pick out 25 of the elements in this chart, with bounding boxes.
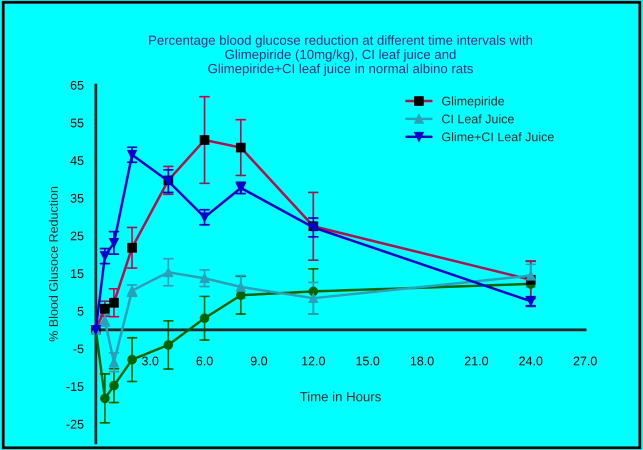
y-tick-label: -15	[66, 382, 84, 391]
y-tick-label: -5	[73, 344, 84, 354]
y-tick-label: -25	[66, 420, 84, 429]
y-tick-label: 35	[70, 194, 84, 203]
chart-title: Percentage blood glucose reduction at different time intervals with Glimepiride (10mg/kg), CI leaf juice and Glimepiride+CI leaf juice in normal albino rats	[149, 35, 532, 76]
legend-label: Glime+CI Leaf Juice	[442, 132, 554, 142]
y-tick-label: 15	[71, 269, 84, 278]
x-tick-label: 27.0	[574, 356, 597, 366]
legend-label: Glimepiride	[442, 96, 504, 108]
x-tick-label: 12.0	[302, 356, 325, 366]
legend-label: CI Leaf Juice	[442, 114, 514, 124]
y-tick-label: 25	[70, 231, 84, 240]
y-axis-title: % Blood Glusoce Reduction	[48, 186, 58, 342]
x-tick-label: 18.0	[410, 356, 434, 366]
x-tick-label: 21.0	[464, 356, 488, 366]
y-tick-label: 65	[70, 80, 84, 90]
x-axis-title: Time in Hours	[300, 392, 381, 402]
y-tick-label: 45	[70, 156, 84, 166]
x-tick-label: 6.0	[196, 356, 213, 366]
x-tick-label: 24.0	[519, 356, 542, 366]
y-tick-label: 55	[70, 118, 84, 128]
x-tick-label: 9.0	[250, 356, 268, 366]
x-tick-label: 3.0	[142, 356, 158, 366]
y-tick-label: 5	[78, 306, 84, 316]
x-tick-label: 15.0	[356, 356, 380, 366]
